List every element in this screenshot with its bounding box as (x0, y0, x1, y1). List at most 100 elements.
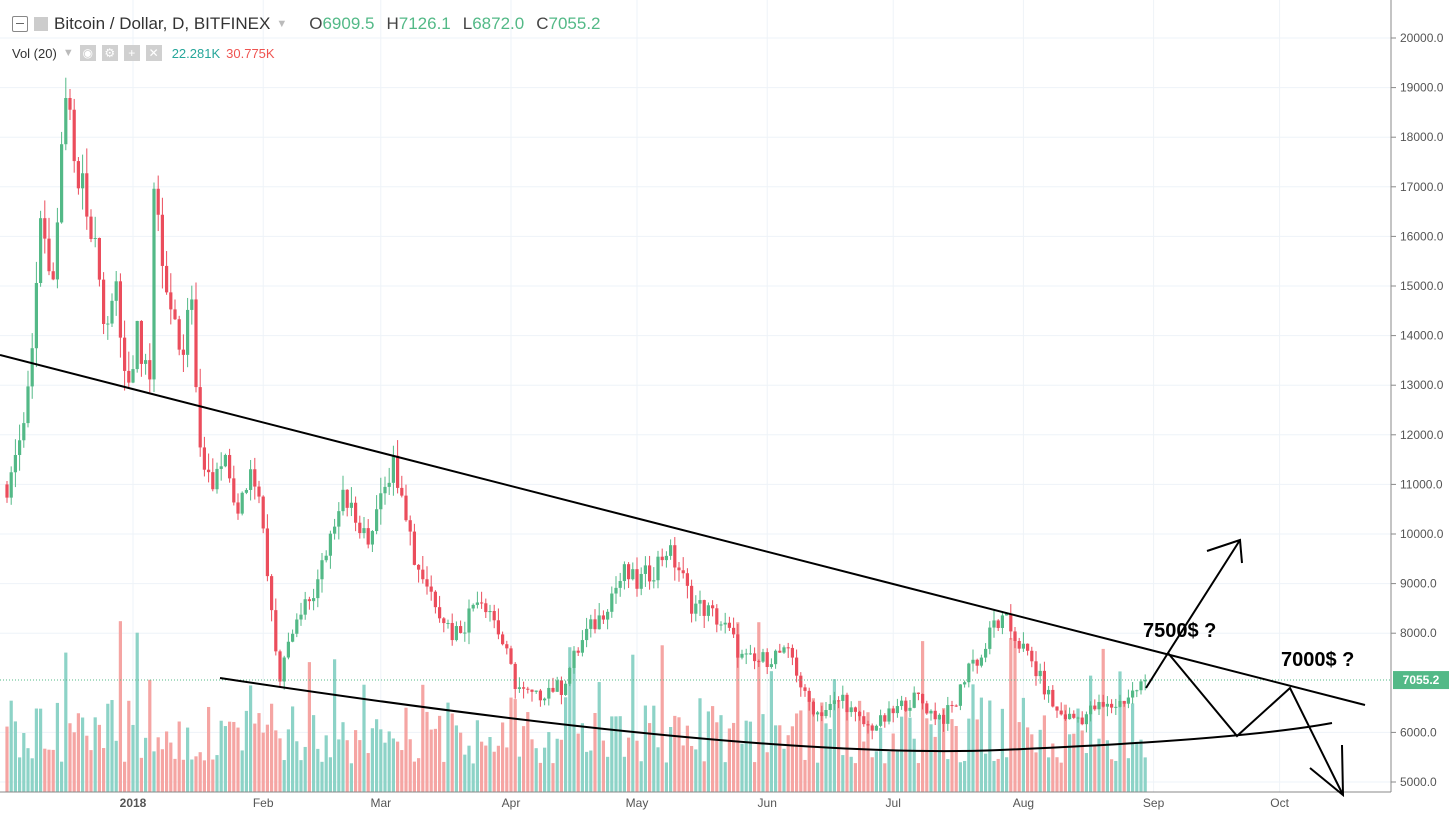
candle-body (950, 705, 954, 707)
candle-body (895, 706, 899, 714)
volume-bar (790, 726, 794, 792)
candle-body (93, 237, 97, 239)
volume-bar (379, 729, 383, 792)
candle-body (312, 598, 316, 602)
candle-body (152, 188, 156, 380)
collapse-icon[interactable] (12, 16, 28, 32)
volume-bar (631, 654, 635, 792)
candle-body (43, 218, 47, 239)
candle-body (1131, 690, 1135, 698)
volume-bar (984, 753, 988, 792)
candle-body (543, 698, 547, 701)
candle-body (454, 626, 458, 641)
volume-bar (1063, 704, 1067, 792)
candle-body (845, 694, 849, 713)
flag-icon[interactable] (34, 17, 48, 31)
candle-body (169, 292, 173, 310)
volume-bar (601, 740, 605, 792)
gear-icon[interactable]: ⚙ (101, 45, 118, 61)
time-axis[interactable]: 2018 Feb Mar Apr May Jun Jul Aug Sep Oct (120, 796, 1290, 810)
volume-bar (702, 761, 706, 792)
close-icon[interactable]: ✕ (145, 45, 162, 61)
candle-body (740, 653, 744, 658)
candle-body (60, 144, 64, 223)
volume-bar (517, 756, 521, 792)
volume-bar (669, 727, 673, 792)
volume-bar (576, 733, 580, 792)
x-tick-label: Feb (253, 796, 274, 810)
candle-body (131, 369, 135, 383)
symbol-title[interactable]: Bitcoin / Dollar, D, BITFINEX (54, 14, 271, 33)
y-tick-label: 14000.0 (1400, 329, 1444, 343)
volume-bar (387, 731, 391, 792)
bearish-arrow (1167, 652, 1344, 796)
candle-body (471, 604, 475, 609)
volume-bar (937, 718, 941, 792)
volume-bar (13, 721, 17, 792)
drawings[interactable] (0, 354, 1366, 798)
candle-body (362, 528, 366, 534)
volume-legend: Vol (20) ▼ ◉ ⚙ + ✕ 22.281K 30.775K (12, 45, 275, 61)
annotation-7500[interactable]: 7500$ ? (1143, 620, 1217, 642)
candle-body (106, 323, 110, 325)
volume-bar (841, 755, 845, 792)
candle-body (475, 602, 479, 605)
chevron-down-icon[interactable]: ▼ (276, 18, 288, 30)
volume-bar (471, 763, 475, 792)
volume-bar (253, 723, 257, 792)
candle-body (97, 237, 101, 280)
candle-body (328, 533, 332, 556)
candle-body (404, 495, 408, 521)
candle-body (753, 653, 757, 662)
volume-bar (1059, 762, 1063, 792)
candle-body (433, 591, 437, 608)
candle-body (68, 98, 72, 110)
volume-bar (778, 725, 782, 792)
volume-bar (383, 742, 387, 792)
volume-bar (366, 753, 370, 792)
volume-bar (782, 748, 786, 792)
y-tick-label: 19000.0 (1400, 81, 1444, 95)
volume-bar (1026, 727, 1030, 792)
volume-bar (354, 730, 358, 792)
chevron-down-icon[interactable]: ▼ (62, 47, 74, 59)
volume-bar (240, 750, 244, 792)
x-tick-label: Oct (1270, 796, 1289, 810)
volume-bar (543, 747, 547, 792)
volume-bar (673, 715, 677, 792)
candle-body (517, 687, 521, 690)
candle-body (622, 564, 626, 582)
volume-bar (312, 715, 316, 792)
volume-bar (463, 754, 467, 792)
plus-icon[interactable]: + (123, 45, 140, 61)
volume-bar (845, 708, 849, 792)
candle-body (1034, 661, 1038, 677)
candle-body (1097, 701, 1101, 710)
candle-body (618, 581, 622, 588)
visibility-icon[interactable]: ◉ (79, 45, 96, 61)
volume-label[interactable]: Vol (20) (12, 45, 57, 61)
volume-bar (484, 745, 488, 792)
candle-body (551, 687, 555, 692)
volume-bar (664, 762, 668, 792)
volume-bar (1114, 760, 1118, 792)
volume-bar (1118, 671, 1122, 792)
candle-body (912, 692, 916, 708)
candle-body (1072, 713, 1076, 718)
candle-body (400, 487, 404, 496)
annotation-7000[interactable]: 7000$ ? (1281, 649, 1355, 671)
price-axis[interactable]: 20000.0 19000.0 18000.0 17000.0 16000.0 15000… (1391, 31, 1444, 789)
x-tick-label: Mar (370, 796, 391, 810)
volume-bar (975, 719, 979, 792)
volume-bar (215, 755, 219, 792)
candle-body (555, 680, 559, 692)
volume-bar (89, 750, 93, 792)
volume-bar (1126, 758, 1130, 792)
candle-body (429, 586, 433, 592)
candle-body (496, 620, 500, 635)
volume-bar (257, 713, 261, 792)
volume-bar (467, 745, 471, 792)
candle-body (975, 659, 979, 666)
volume-bar (9, 700, 13, 792)
